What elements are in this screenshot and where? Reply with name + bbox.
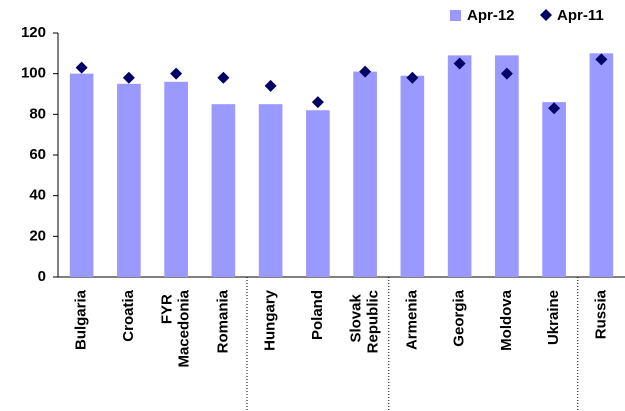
x-tick-label-line: Macedonia — [176, 289, 193, 367]
bar — [258, 104, 283, 278]
bar — [306, 110, 330, 278]
diamond-marker — [122, 71, 135, 84]
bar — [495, 55, 519, 277]
y-tick-label: 100 — [21, 65, 46, 82]
diamond-marker — [170, 67, 183, 80]
x-tick-label: Romania — [214, 289, 231, 353]
x-tick-label: Bulgaria — [73, 289, 90, 350]
diamond-marker — [453, 57, 466, 70]
diamond-marker — [595, 53, 608, 66]
y-tick-label: 0 — [38, 268, 46, 285]
diamond-marker — [406, 71, 419, 84]
legend-label: Apr-11 — [557, 7, 604, 24]
bar — [69, 73, 94, 278]
diamond-marker — [359, 65, 372, 78]
x-tick-label-line: Republic — [365, 290, 382, 353]
legend-swatch — [450, 10, 461, 21]
bar — [353, 71, 377, 277]
bar — [589, 53, 614, 278]
bar — [164, 81, 188, 277]
x-tick-label: Slovak Republic — [348, 290, 382, 353]
y-tick-label: 60 — [29, 146, 46, 163]
bar — [211, 104, 236, 278]
x-tick-label: Moldova — [498, 289, 515, 350]
diamond-marker — [217, 71, 230, 84]
x-tick-label: Russia — [592, 289, 609, 339]
bar — [117, 83, 141, 277]
legend-label: Apr-12 — [467, 7, 515, 24]
diamond-marker — [548, 102, 561, 115]
diamond-marker — [75, 61, 88, 74]
x-tick-label: Georgia — [451, 289, 468, 346]
y-tick-label: 80 — [29, 105, 46, 122]
bar — [542, 102, 566, 277]
x-tick-label: Ukraine — [545, 290, 562, 345]
diamond-marker — [311, 96, 324, 109]
bar — [447, 55, 472, 277]
y-tick-label: 120 — [21, 24, 46, 41]
x-tick-label: Armenia — [403, 289, 420, 350]
legend-swatch — [540, 9, 552, 21]
x-tick-label: FYR Macedonia — [159, 289, 193, 367]
y-tick-label: 20 — [29, 227, 46, 244]
x-tick-label: Poland — [309, 290, 326, 340]
y-tick-label: 40 — [29, 187, 46, 204]
x-tick-label: Croatia — [120, 289, 137, 341]
x-tick-label: Hungary — [262, 289, 279, 351]
diamond-marker — [500, 67, 513, 80]
x-tick-label-line: Slovak — [348, 290, 365, 343]
bar — [400, 75, 425, 277]
diamond-marker — [264, 79, 277, 92]
x-tick-label-line: FYR — [159, 290, 176, 324]
